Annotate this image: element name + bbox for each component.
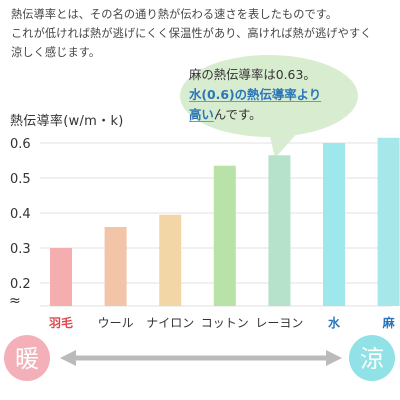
callout-line-1: 麻の熱伝導率は0.63。 [189, 67, 316, 82]
y-tick-label: 0.2 [10, 277, 31, 292]
callout-bubble [180, 55, 358, 137]
category-label: 麻 [382, 315, 396, 330]
bar [50, 248, 72, 306]
y-tick-label: 0.6 [10, 137, 31, 152]
y-tick-label: 0.4 [10, 207, 31, 222]
category-label: ウール [98, 316, 134, 330]
intro-text: 熱伝導率とは、その名の通り熱が伝わる速さを表したものです。 これが低ければ熱が逃… [11, 5, 395, 62]
category-label: レーヨン [255, 316, 303, 330]
category-label: 羽毛 [49, 315, 73, 330]
cool-circle [349, 335, 395, 381]
category-label: 水 [328, 315, 341, 330]
bar [323, 143, 345, 306]
bar [104, 227, 127, 306]
y-tick-label: 0.5 [10, 172, 31, 187]
bar [213, 165, 236, 306]
callout-line-3-rest: んです。 [213, 107, 262, 122]
bar [377, 137, 400, 306]
callout-highlight: 高い [189, 107, 214, 122]
bar [159, 214, 182, 306]
cool-label: 涼 [360, 345, 384, 373]
y-axis-title: 熱伝導率(w/m・k) [10, 114, 124, 129]
intro-line-1: 熱伝導率とは、その名の通り熱が伝わる速さを表したものです。 [11, 8, 338, 21]
intro-line-3: 涼しく感じます。 [11, 46, 101, 59]
axis-break-symbol: ≈ [9, 293, 21, 309]
intro-line-2: これが低ければ熱が逃げにくく保温性があり、高ければ熱が逃げやすく [11, 27, 372, 40]
warm-circle [4, 335, 50, 381]
bar [268, 155, 291, 306]
warm-label: 暖 [15, 345, 39, 373]
arrow-right-icon [326, 350, 342, 366]
category-label: ナイロン [146, 316, 194, 330]
callout-text: 麻の熱伝導率は0.63。 水(0.6)の熱伝導率より 高いんです。 [189, 65, 351, 125]
arrow-left-icon [60, 350, 76, 366]
y-tick-label: 0.3 [10, 242, 31, 257]
category-label: コットン [201, 316, 249, 330]
callout-line-2: 水(0.6)の熱伝導率より [189, 87, 322, 102]
